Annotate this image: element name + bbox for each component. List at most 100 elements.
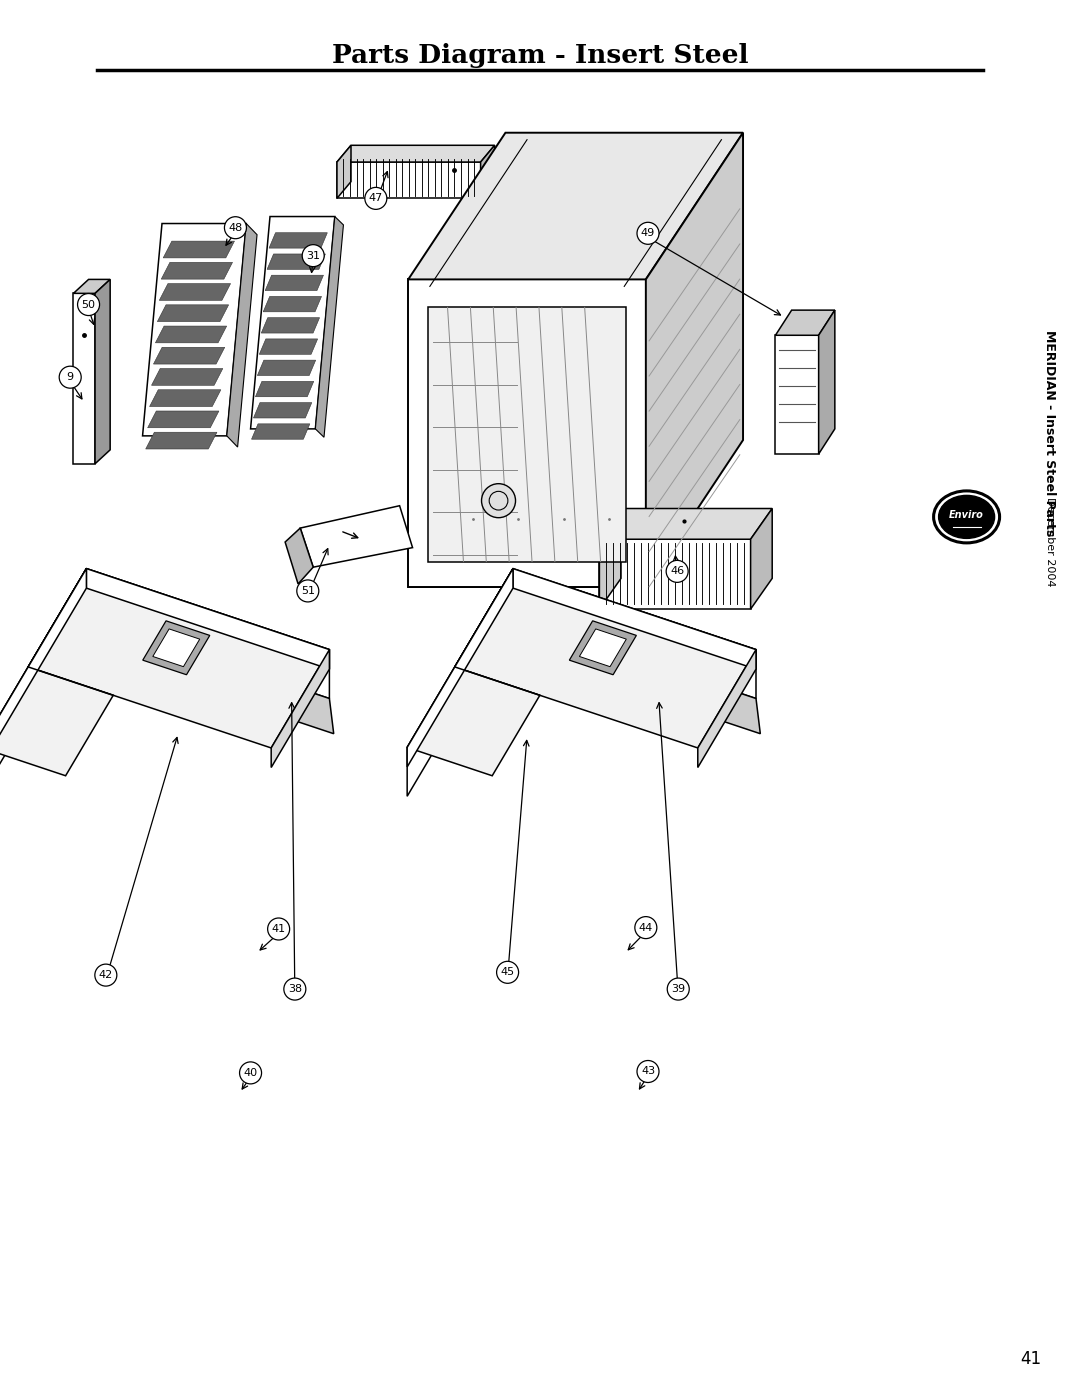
Polygon shape xyxy=(337,145,351,198)
Ellipse shape xyxy=(933,490,1000,543)
Circle shape xyxy=(268,918,289,940)
Polygon shape xyxy=(143,620,210,675)
Text: 40: 40 xyxy=(243,1067,258,1078)
Polygon shape xyxy=(266,275,324,291)
Polygon shape xyxy=(251,217,335,429)
Circle shape xyxy=(667,978,689,1000)
Polygon shape xyxy=(153,348,225,365)
Ellipse shape xyxy=(939,496,995,538)
Text: 41: 41 xyxy=(271,923,286,935)
Polygon shape xyxy=(455,569,756,747)
Polygon shape xyxy=(257,360,315,376)
Circle shape xyxy=(225,217,246,239)
Polygon shape xyxy=(513,569,756,669)
Polygon shape xyxy=(698,650,756,767)
Circle shape xyxy=(637,1060,659,1083)
Polygon shape xyxy=(254,402,312,418)
Text: 48: 48 xyxy=(228,222,243,233)
Text: 9: 9 xyxy=(67,372,73,383)
Polygon shape xyxy=(86,569,329,698)
Polygon shape xyxy=(227,224,257,447)
Polygon shape xyxy=(269,233,327,249)
Circle shape xyxy=(240,1062,261,1084)
Polygon shape xyxy=(337,162,481,198)
Circle shape xyxy=(302,244,324,267)
Polygon shape xyxy=(0,569,86,767)
Polygon shape xyxy=(259,339,318,355)
Text: 43: 43 xyxy=(640,1066,656,1077)
Polygon shape xyxy=(161,263,232,279)
Text: 45: 45 xyxy=(500,967,515,978)
Polygon shape xyxy=(285,528,313,584)
Polygon shape xyxy=(73,293,95,464)
Polygon shape xyxy=(599,539,751,609)
Text: 51: 51 xyxy=(301,585,314,597)
Text: MERIDIAN - Insert Steel Parts: MERIDIAN - Insert Steel Parts xyxy=(1043,330,1056,536)
Text: Enviro: Enviro xyxy=(949,510,984,520)
Circle shape xyxy=(365,187,387,210)
Polygon shape xyxy=(775,335,819,454)
Polygon shape xyxy=(775,310,835,335)
Text: 31: 31 xyxy=(307,250,320,261)
Polygon shape xyxy=(408,528,685,587)
Text: 50: 50 xyxy=(82,299,95,310)
Polygon shape xyxy=(315,217,343,437)
Circle shape xyxy=(297,580,319,602)
Polygon shape xyxy=(599,509,772,539)
Text: 41: 41 xyxy=(1020,1351,1041,1368)
Polygon shape xyxy=(599,509,621,609)
Text: 39: 39 xyxy=(671,983,686,995)
Text: 42: 42 xyxy=(98,970,113,981)
Polygon shape xyxy=(513,569,756,698)
Text: 38: 38 xyxy=(287,983,302,995)
Polygon shape xyxy=(407,569,540,775)
Text: 47: 47 xyxy=(368,193,383,204)
Polygon shape xyxy=(143,224,246,436)
Polygon shape xyxy=(86,617,334,733)
Text: 46: 46 xyxy=(670,566,685,577)
Polygon shape xyxy=(256,381,313,397)
Polygon shape xyxy=(261,317,320,332)
Polygon shape xyxy=(428,307,626,562)
Polygon shape xyxy=(160,284,231,300)
Text: 44: 44 xyxy=(638,922,653,933)
Polygon shape xyxy=(146,432,217,448)
Circle shape xyxy=(482,483,515,518)
Circle shape xyxy=(284,978,306,1000)
Polygon shape xyxy=(152,629,200,666)
Polygon shape xyxy=(148,411,219,427)
Circle shape xyxy=(666,560,688,583)
Circle shape xyxy=(95,964,117,986)
Polygon shape xyxy=(407,569,513,767)
Polygon shape xyxy=(163,242,234,258)
Polygon shape xyxy=(481,145,495,198)
Polygon shape xyxy=(569,620,636,675)
Circle shape xyxy=(78,293,99,316)
Polygon shape xyxy=(151,369,222,386)
Polygon shape xyxy=(28,569,329,747)
Circle shape xyxy=(635,916,657,939)
Polygon shape xyxy=(264,296,322,312)
Polygon shape xyxy=(646,133,743,587)
Polygon shape xyxy=(0,569,86,796)
Polygon shape xyxy=(407,569,513,796)
Polygon shape xyxy=(156,326,227,342)
Polygon shape xyxy=(86,569,329,669)
Polygon shape xyxy=(579,629,626,666)
Text: Parts Diagram - Insert Steel: Parts Diagram - Insert Steel xyxy=(332,43,748,68)
Polygon shape xyxy=(513,617,760,733)
Polygon shape xyxy=(408,279,646,587)
Polygon shape xyxy=(819,310,835,454)
Polygon shape xyxy=(158,305,229,321)
Polygon shape xyxy=(95,279,110,464)
Polygon shape xyxy=(751,509,772,609)
Polygon shape xyxy=(0,569,113,775)
Text: 49: 49 xyxy=(640,228,656,239)
Polygon shape xyxy=(267,254,325,270)
Polygon shape xyxy=(252,423,310,439)
Polygon shape xyxy=(337,145,495,162)
Polygon shape xyxy=(408,133,743,279)
Polygon shape xyxy=(300,506,413,567)
Text: December 2004: December 2004 xyxy=(1044,497,1055,587)
Circle shape xyxy=(637,222,659,244)
